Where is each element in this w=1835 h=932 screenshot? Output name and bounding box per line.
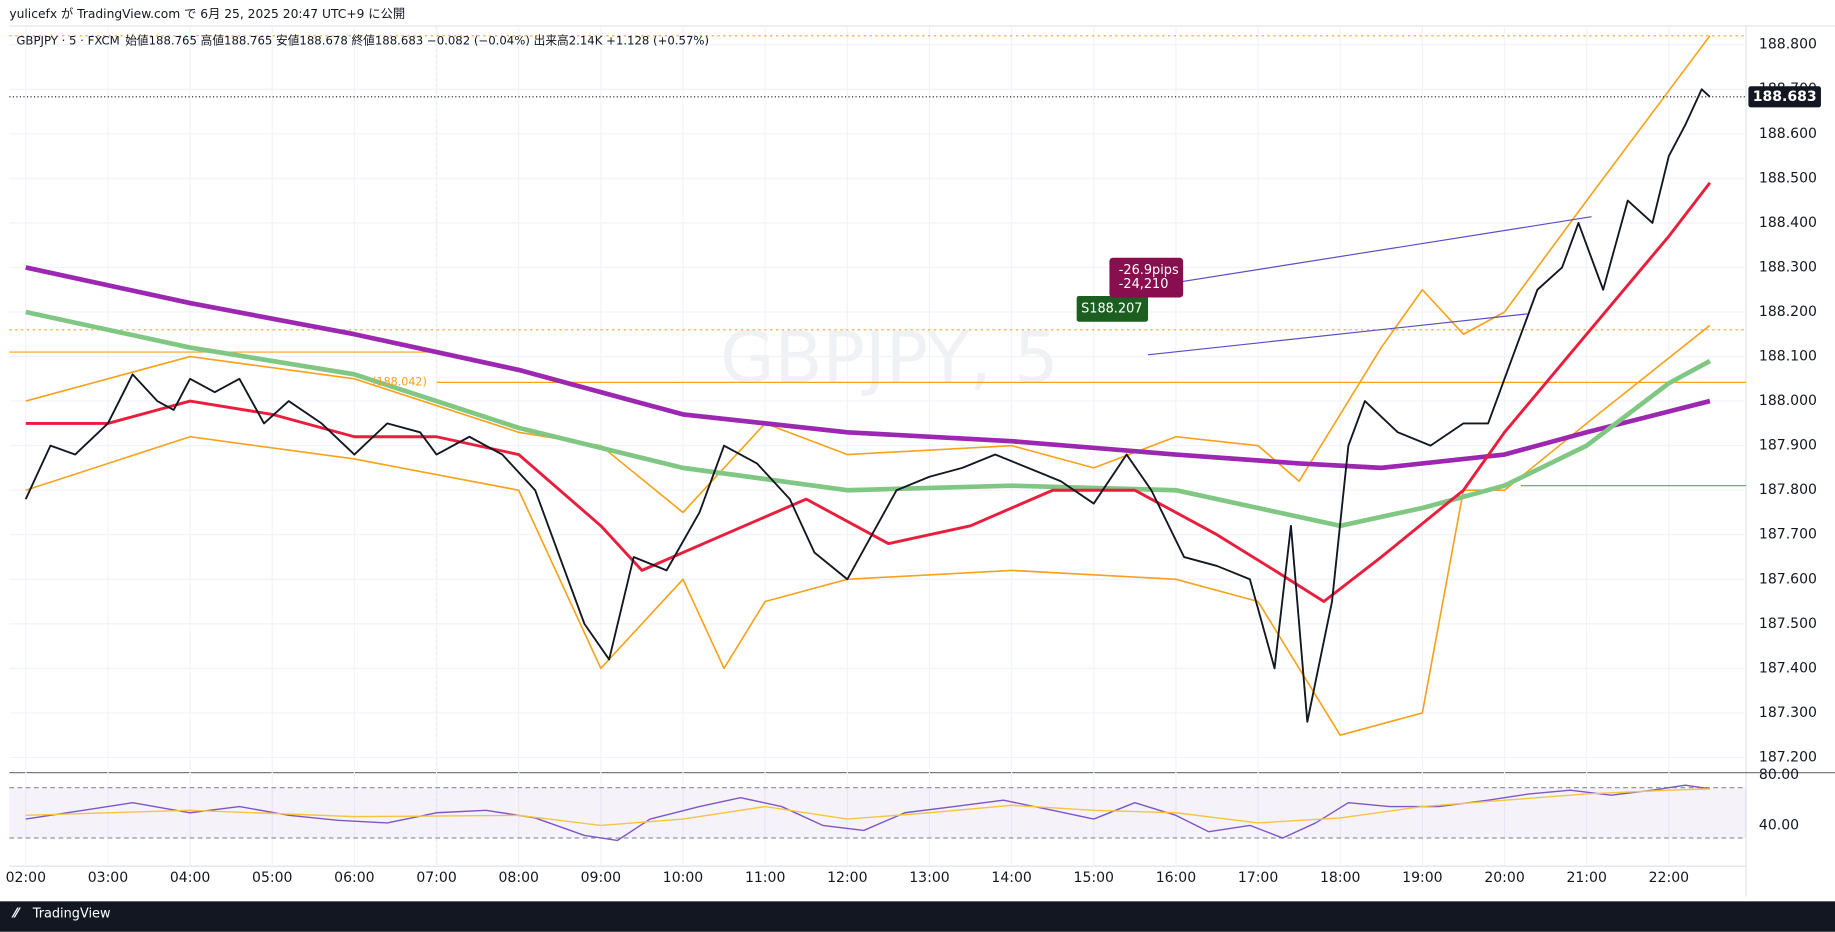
x-tick-label: 14:00 xyxy=(991,870,1031,886)
y-tick-label: 187.700 xyxy=(1759,527,1817,543)
last-price-label: 188.683 xyxy=(1753,89,1817,105)
published-line: yulicefx が TradingView.com で 6月 25, 2025… xyxy=(9,6,405,21)
x-tick-label: 13:00 xyxy=(909,870,949,886)
y-tick-label: 187.200 xyxy=(1759,749,1817,765)
y-tick-label: 187.500 xyxy=(1759,616,1817,632)
rsi-band xyxy=(9,787,1747,839)
footer-logo: ⁄⁄ xyxy=(11,907,21,922)
pnl-box xyxy=(1109,257,1184,298)
x-tick-label: 09:00 xyxy=(581,870,621,886)
y-tick-label: 188.200 xyxy=(1759,304,1817,320)
x-tick-label: 03:00 xyxy=(88,870,128,886)
level-label: (188.042) xyxy=(372,375,427,388)
x-tick-label: 17:00 xyxy=(1238,870,1278,886)
series-line xyxy=(25,788,1710,827)
footer-bar xyxy=(0,901,1835,932)
y-tick-label: 188.800 xyxy=(1759,37,1817,53)
plot-area xyxy=(9,25,1747,867)
position-link xyxy=(1147,313,1528,356)
y-tick-label: 188.400 xyxy=(1759,215,1817,231)
series-line xyxy=(25,309,1712,529)
y-tick-label: 187.300 xyxy=(1759,705,1817,721)
y-tick-label: 40.00 xyxy=(1759,817,1799,833)
last-price-tag xyxy=(1748,86,1821,108)
x-tick-label: 04:00 xyxy=(170,870,210,886)
x-tick-label: 20:00 xyxy=(1484,870,1524,886)
series-line xyxy=(25,265,1711,471)
x-tick-label: 10:00 xyxy=(663,870,703,886)
x-tick-label: 19:00 xyxy=(1402,870,1442,886)
pnl-link xyxy=(1147,216,1592,288)
y-tick-label: 188.500 xyxy=(1759,170,1817,186)
x-tick-label: 06:00 xyxy=(334,870,374,886)
series-line xyxy=(25,181,1712,603)
x-tick-label: 11:00 xyxy=(745,870,785,886)
ohlc-text: 始値188.765 高値188.765 安値188.678 終値188.683 … xyxy=(125,34,709,48)
y-tick-label: 80.00 xyxy=(1759,767,1799,783)
pnl-label: -26.9pips xyxy=(1119,263,1179,278)
x-tick-label: 07:00 xyxy=(416,870,456,886)
y-tick-label: 187.900 xyxy=(1759,438,1817,454)
x-tick-label: 02:00 xyxy=(6,870,46,886)
x-tick-label: 15:00 xyxy=(1074,870,1114,886)
x-tick-label: 12:00 xyxy=(827,870,867,886)
x-tick-label: 22:00 xyxy=(1649,870,1689,886)
position-box xyxy=(1076,295,1149,322)
y-tick-label: 188.600 xyxy=(1759,126,1817,142)
series-line xyxy=(25,324,1711,736)
x-tick-label: 16:00 xyxy=(1156,870,1196,886)
x-tick-label: 18:00 xyxy=(1320,870,1360,886)
x-tick-label: 05:00 xyxy=(252,870,292,886)
y-tick-label: 187.600 xyxy=(1759,571,1817,587)
series-line xyxy=(24,88,1711,723)
series-line xyxy=(25,35,1711,514)
watermark: GBPJPY, 5 xyxy=(720,317,1059,399)
symbol-title: GBPJPY · 5 · FXCM xyxy=(16,34,119,48)
y-tick-label: 187.800 xyxy=(1759,482,1817,498)
x-tick-label: 21:00 xyxy=(1566,870,1606,886)
x-tick-label: 08:00 xyxy=(498,870,538,886)
y-tick-label: 188.100 xyxy=(1759,349,1817,365)
footer-brand: TradingView xyxy=(32,907,111,922)
y-tick-label: 188.300 xyxy=(1759,259,1817,275)
y-tick-label: 188.000 xyxy=(1759,393,1817,409)
y-tick-label: 187.400 xyxy=(1759,660,1817,676)
pnl-label: -24,210 xyxy=(1119,277,1169,292)
position-label: S188.207 xyxy=(1081,301,1142,316)
